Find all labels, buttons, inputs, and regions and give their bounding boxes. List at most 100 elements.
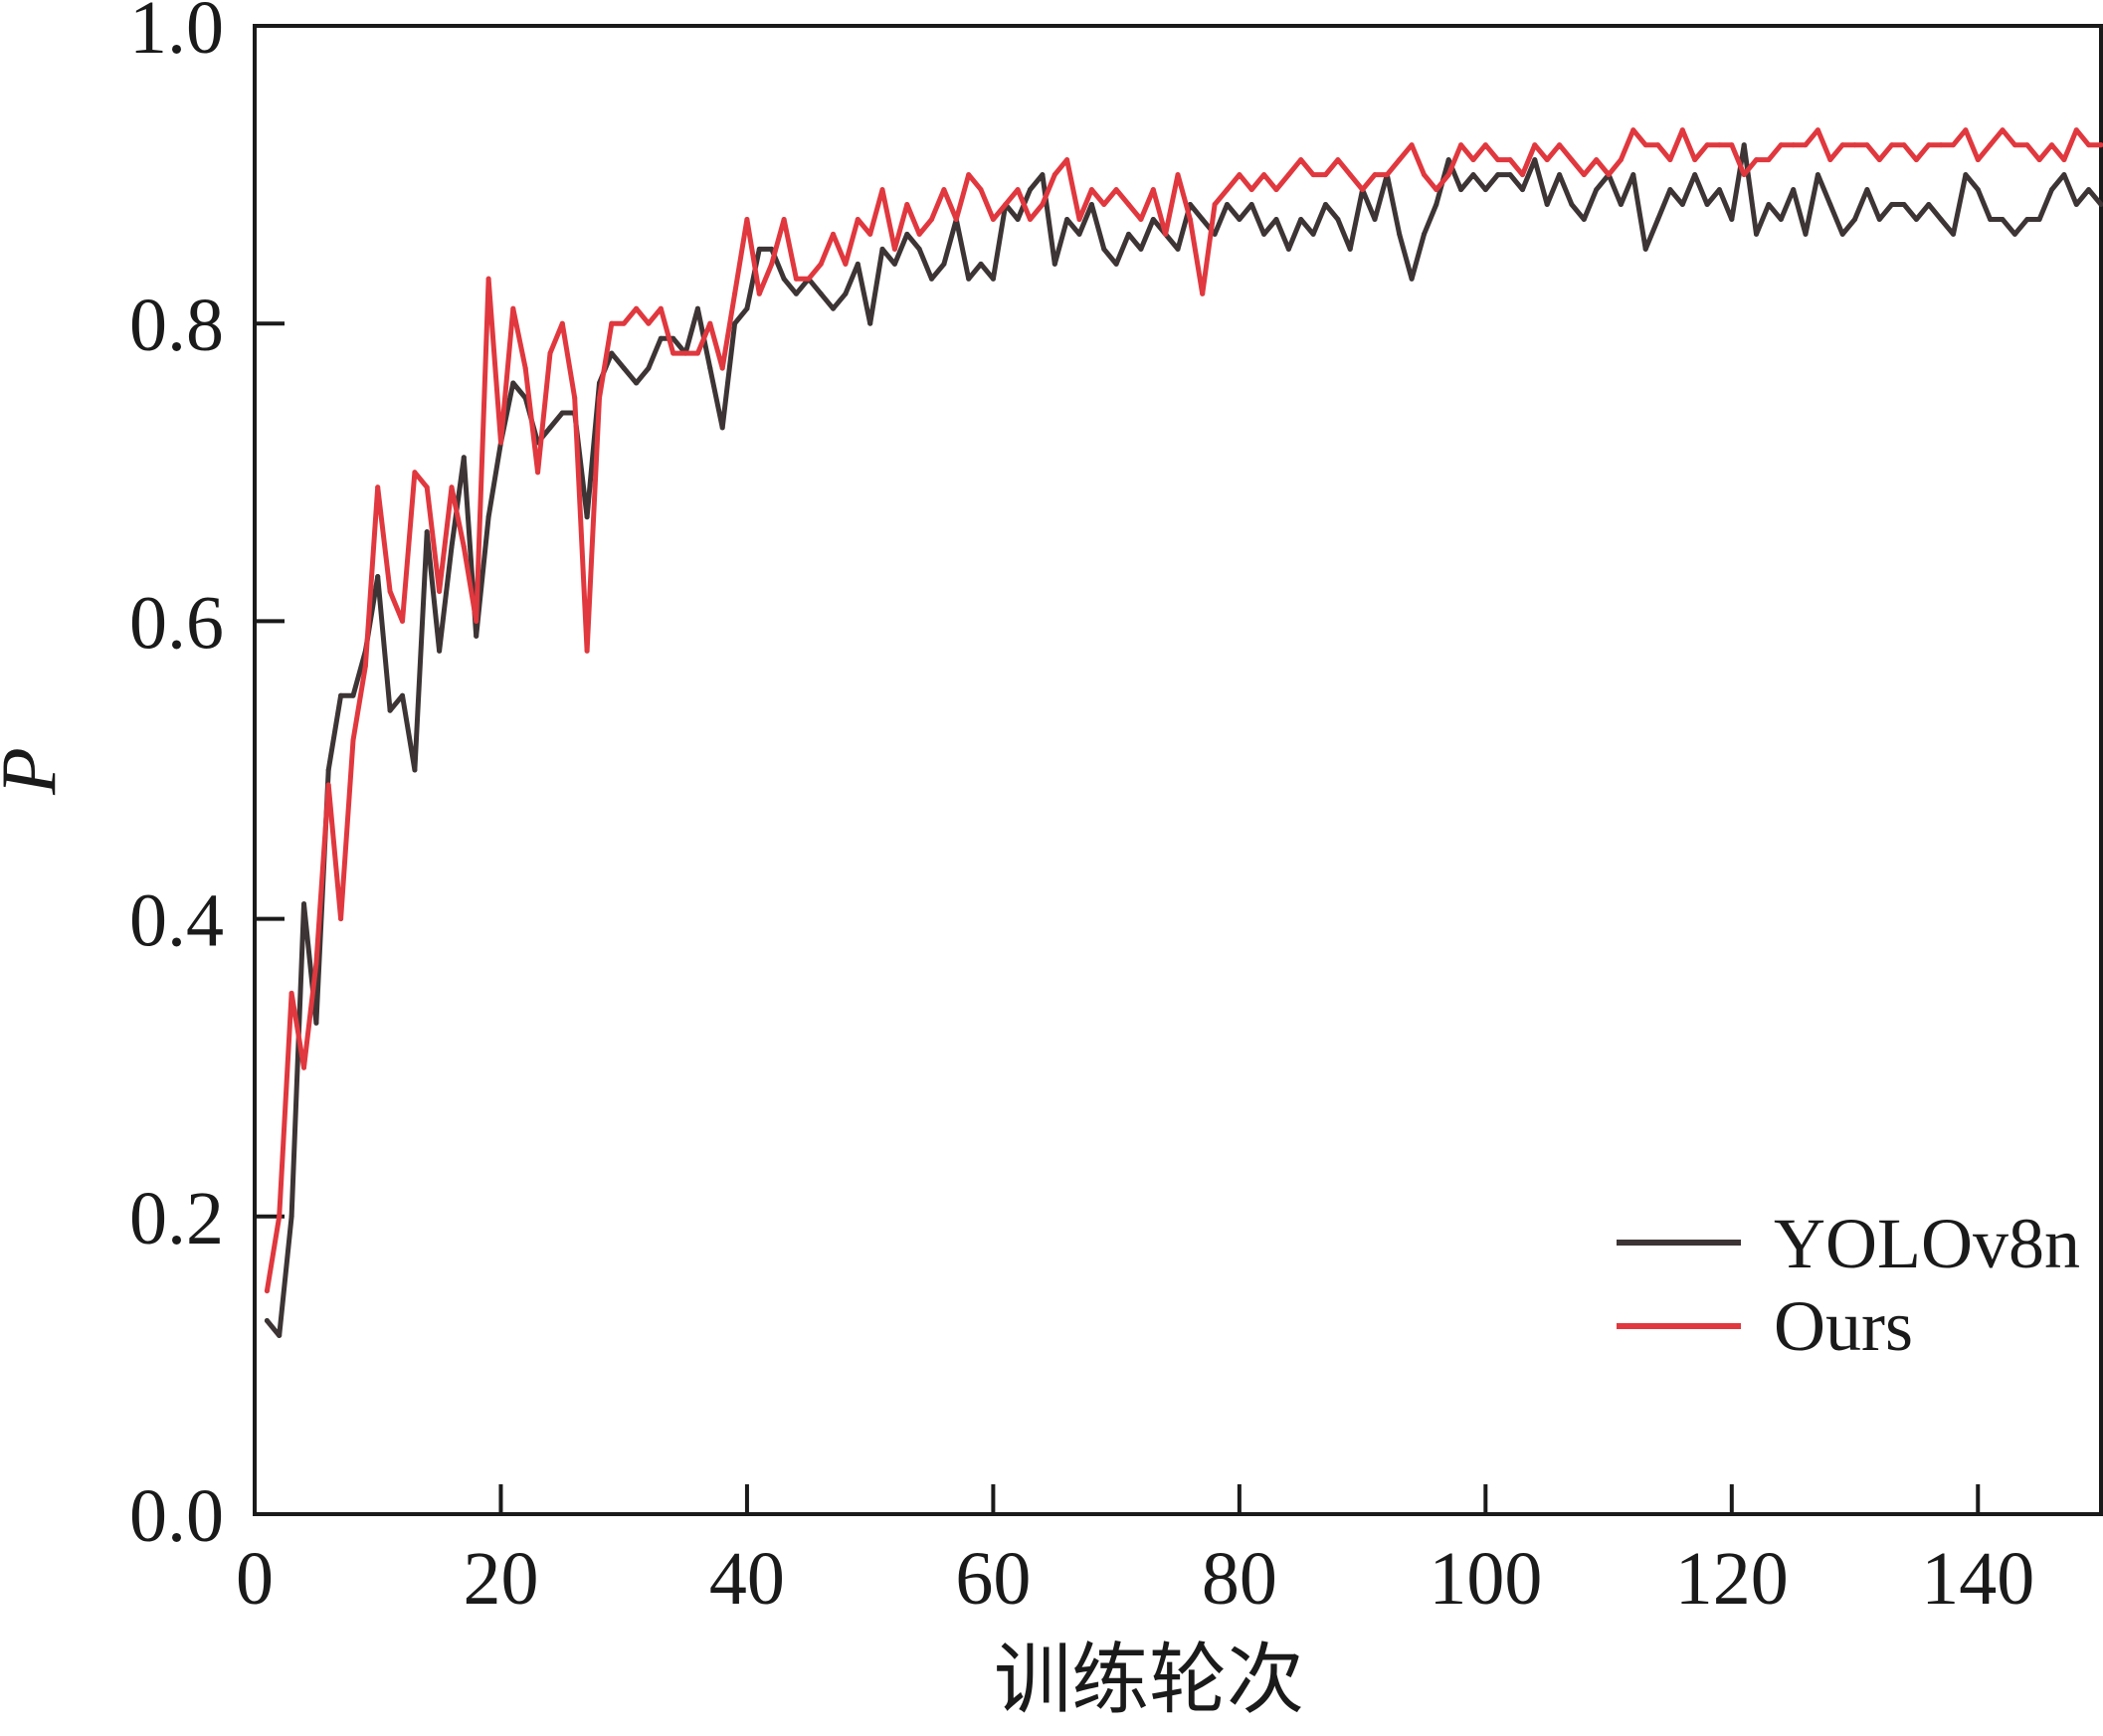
data-point-ours	[621, 320, 627, 326]
data-point-yolov8n	[990, 276, 996, 282]
data-point-ours	[781, 217, 787, 222]
data-point-ours	[756, 290, 762, 296]
x-tick-label: 20	[463, 1537, 538, 1621]
data-point-yolov8n	[1544, 202, 1550, 207]
x-tick-label: 120	[1675, 1537, 1789, 1621]
data-point-yolov8n	[1803, 231, 1809, 237]
data-point-ours	[867, 231, 873, 237]
data-point-yolov8n	[621, 365, 627, 371]
data-point-ours	[694, 350, 700, 356]
data-point-ours	[879, 187, 885, 193]
data-point-yolov8n	[1642, 246, 1648, 252]
data-point-ours	[1642, 142, 1648, 148]
data-point-ours	[498, 440, 503, 446]
data-point-ours	[1852, 142, 1857, 148]
data-point-ours	[424, 484, 430, 490]
data-point-ours	[1028, 217, 1033, 222]
data-point-yolov8n	[1088, 202, 1094, 207]
data-point-yolov8n	[1729, 217, 1735, 222]
data-point-yolov8n	[1298, 217, 1304, 222]
data-point-ours	[1766, 157, 1772, 163]
data-point-ours	[916, 231, 922, 237]
data-point-ours	[1273, 187, 1279, 193]
data-point-ours	[1298, 157, 1304, 163]
data-point-yolov8n	[1445, 157, 1451, 163]
data-point-ours	[1704, 142, 1710, 148]
data-point-yolov8n	[1975, 187, 1981, 193]
data-point-yolov8n	[1913, 217, 1919, 222]
data-point-ours	[904, 202, 910, 207]
data-point-ours	[1581, 172, 1587, 178]
data-point-yolov8n	[1372, 217, 1378, 222]
data-point-yolov8n	[818, 290, 824, 296]
data-point-ours	[1397, 157, 1403, 163]
data-point-ours	[350, 737, 356, 743]
x-tick-label: 40	[709, 1537, 785, 1621]
data-point-ours	[2098, 142, 2103, 148]
data-point-yolov8n	[1237, 217, 1243, 222]
data-point-yolov8n	[1852, 217, 1857, 222]
data-point-ours	[522, 365, 528, 371]
data-point-yolov8n	[1200, 217, 1206, 222]
data-point-ours	[1679, 127, 1685, 133]
data-point-ours	[929, 217, 934, 222]
data-point-ours	[1741, 172, 1747, 178]
data-point-yolov8n	[694, 305, 700, 311]
data-point-ours	[1310, 172, 1316, 178]
data-point-yolov8n	[1138, 246, 1144, 252]
data-point-ours	[1606, 172, 1612, 178]
data-point-ours	[855, 217, 860, 222]
data-point-ours	[1630, 127, 1636, 133]
data-point-yolov8n	[1150, 217, 1156, 222]
data-point-yolov8n	[400, 692, 405, 698]
data-point-yolov8n	[301, 901, 306, 907]
series-layer	[264, 127, 2103, 1338]
data-point-yolov8n	[387, 707, 393, 713]
data-point-yolov8n	[1347, 246, 1353, 252]
series-line-yolov8n	[264, 142, 2103, 1338]
data-point-ours	[818, 261, 824, 267]
data-point-ours	[719, 365, 725, 371]
data-point-ours	[1827, 157, 1833, 163]
data-point-yolov8n	[485, 514, 491, 520]
series-line-ours	[264, 127, 2103, 1294]
x-tick-label: 80	[1202, 1537, 1277, 1621]
data-point-yolov8n	[609, 350, 615, 356]
data-point-yolov8n	[1581, 217, 1587, 222]
data-point-ours	[362, 663, 368, 669]
data-point-ours	[325, 782, 331, 788]
data-point-yolov8n	[904, 231, 910, 237]
data-point-yolov8n	[1889, 202, 1895, 207]
data-point-yolov8n	[1569, 202, 1575, 207]
data-point-yolov8n	[559, 410, 565, 416]
data-point-ours	[313, 961, 319, 966]
data-point-yolov8n	[1335, 217, 1341, 222]
data-point-ours	[1618, 157, 1624, 163]
data-point-ours	[670, 350, 676, 356]
data-point-yolov8n	[1716, 187, 1722, 193]
data-point-ours	[400, 618, 405, 624]
data-point-ours	[1101, 202, 1107, 207]
data-point-yolov8n	[1938, 217, 1944, 222]
data-point-ours	[1655, 142, 1661, 148]
data-point-yolov8n	[1704, 202, 1710, 207]
data-point-ours	[1975, 157, 1981, 163]
data-point-ours	[1482, 142, 1488, 148]
data-point-yolov8n	[1248, 202, 1254, 207]
data-point-yolov8n	[1741, 142, 1747, 148]
data-point-ours	[1938, 142, 1944, 148]
data-point-ours	[682, 350, 688, 356]
data-point-yolov8n	[437, 648, 443, 654]
data-point-ours	[953, 217, 959, 222]
data-point-yolov8n	[2098, 202, 2103, 207]
data-point-ours	[1248, 187, 1254, 193]
data-point-ours	[277, 1214, 283, 1220]
data-point-yolov8n	[929, 276, 934, 282]
data-point-yolov8n	[1839, 231, 1845, 237]
data-point-ours	[978, 187, 984, 193]
data-point-ours	[1963, 127, 1969, 133]
data-point-yolov8n	[1791, 187, 1797, 193]
data-point-yolov8n	[449, 544, 455, 550]
data-point-ours	[2061, 157, 2067, 163]
data-point-yolov8n	[1557, 172, 1563, 178]
